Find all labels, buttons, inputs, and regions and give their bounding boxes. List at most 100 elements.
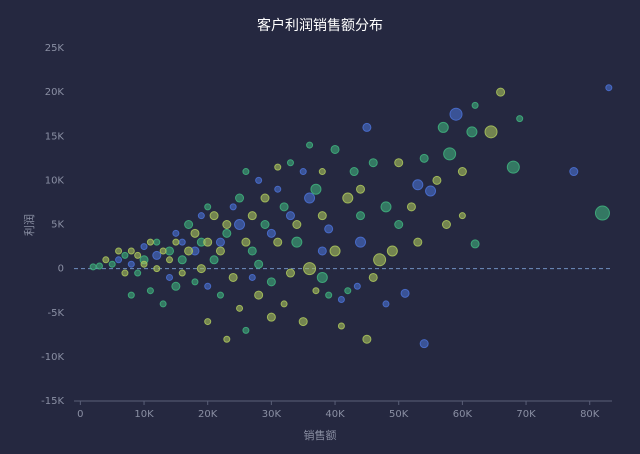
scatter-point [274,163,282,171]
scatter-point [254,290,264,300]
scatter-point [303,262,317,276]
scatter-point [413,237,423,247]
scatter-point [204,318,212,326]
scatter-point [209,255,219,265]
scatter-point [449,107,463,121]
scatter-point [215,237,225,247]
scatter-point [279,202,289,212]
scatter-point [292,220,302,229]
scatter-point [299,168,307,176]
scatter-point [368,158,378,168]
scatter-point [412,179,424,191]
scatter-point [115,256,123,264]
scatter-point [108,260,116,268]
scatter-point [102,256,110,264]
scatter-point [242,168,250,176]
scatter-point [255,176,263,184]
scatter-point [291,236,303,248]
x-tick-label: 30K [262,409,282,420]
scatter-point [171,281,181,291]
scatter-point [184,220,194,229]
scatter-point [342,192,354,204]
x-tick-label: 70K [516,409,536,420]
scatter-point [146,287,154,295]
x-tick-label: 20K [198,409,218,420]
scatter-point [344,287,352,295]
scatter-point [318,168,326,176]
scatter-point [215,246,225,256]
scatter-point [140,243,148,251]
scatter-point [516,115,524,123]
scatter-point [234,219,246,230]
scatter-point [484,125,498,139]
scatter-point [325,291,333,299]
scatter-point [248,273,256,281]
scatter-point [362,122,372,132]
scatter-point [140,260,148,268]
scatter-point [337,296,345,304]
scatter-point [298,317,308,327]
scatter-point [172,229,180,237]
scatter-point [223,335,231,343]
scatter-point [443,147,457,161]
scatter-point [380,201,392,213]
x-axis-label: 销售额 [304,428,337,442]
scatter-point [353,282,361,290]
scatter-point [394,158,404,168]
scatter-point [605,84,613,92]
scatter-point [386,245,398,257]
scatter-point [153,238,161,246]
scatter-point [356,211,366,221]
scatter-point [121,269,129,277]
scatter-point [266,277,276,287]
scatter-point [285,268,295,278]
scatter-point [127,247,135,255]
scatter-point [159,300,167,308]
scatter-point [222,220,232,229]
scatter-point [349,167,359,177]
x-tick-label: 60K [453,409,473,420]
scatter-point [373,253,387,267]
scatter-point [89,263,97,271]
y-tick-label: -5K [47,308,64,319]
scatter-point [165,246,175,256]
scatter-point [184,246,194,256]
scatter-point [316,271,328,283]
scatter-point [355,236,367,248]
scatter-point [127,291,135,299]
scatter-point [152,250,162,260]
scatter-point [191,278,199,286]
scatter-point [222,228,232,238]
scatter-point [229,203,237,211]
scatter-point [466,126,478,138]
scatter-point [95,262,103,270]
scatter-point [196,264,206,274]
x-tick-label: 0 [77,409,83,420]
y-tick-label: 5K [51,220,64,231]
scatter-point [121,251,129,259]
scatter-point [457,167,467,177]
scatter-point [178,238,186,246]
scatter-point [280,300,288,308]
scatter-point [127,260,135,268]
scatter-point [241,237,251,247]
scatter-point [197,212,205,220]
scatter-point [178,269,186,277]
scatter-point [266,228,276,238]
scatter-point [209,211,219,221]
scatter-point [242,326,250,334]
scatter-point [317,246,327,256]
y-axis-label: 利润 [22,214,36,236]
y-tick-label: -10K [41,352,64,363]
scatter-point [506,160,520,174]
scatter-point [337,322,345,330]
scatter-point [312,287,320,295]
scatter-point [432,175,442,185]
x-tick-label: 80K [580,409,600,420]
scatter-point [496,87,506,97]
scatter-point [470,239,480,249]
scatter-point [324,224,334,234]
scatter-point [273,237,283,247]
scatter-point [317,211,327,221]
